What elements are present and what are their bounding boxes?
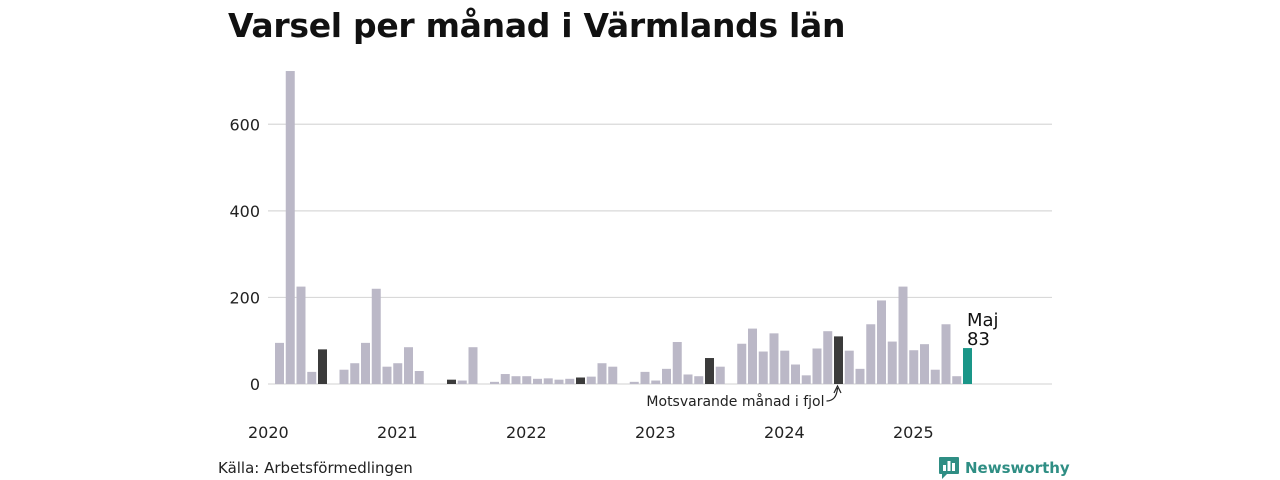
bar [801,375,811,384]
bar [941,324,951,384]
bar [533,378,542,384]
bar [952,376,962,384]
x-tick-label: 2020 [248,423,289,442]
bar [554,379,564,384]
bar [361,342,370,384]
bar-same-month [576,377,585,384]
bar [791,364,800,384]
bar [812,348,822,384]
bar [393,363,403,384]
bar [877,300,886,384]
chart-title: Varsel per månad i Värmlands län [228,6,846,45]
bar [468,347,478,384]
current-month-value: 83 [967,329,990,350]
bar-same-month [447,379,456,384]
bar [715,366,725,384]
bar [414,371,424,384]
bar [543,378,553,384]
bar-chart-speech-bubble-icon [939,457,959,479]
bar [920,344,929,384]
bar [844,350,854,384]
current-month-label: Maj [967,310,999,331]
x-tick-label: 2023 [635,423,676,442]
bar [382,366,392,384]
bar [640,371,650,384]
bar [909,350,919,384]
bar [887,341,897,384]
bar [866,324,876,384]
y-tick-label: 600 [229,115,260,134]
gridlines [268,123,1052,385]
bar [296,286,306,384]
y-tick-label: 0 [250,375,260,394]
bar [350,363,360,384]
bar [683,374,693,384]
bar [565,378,575,384]
y-tick-labels: 0 200 400 600 [229,115,260,394]
bar [285,71,295,384]
bar [823,331,833,384]
x-tick-labels: 2020 2021 2022 2023 2024 2025 [248,423,934,442]
x-tick-label: 2021 [377,423,418,442]
bar [522,376,532,384]
bar [511,376,521,384]
bar [737,343,747,384]
bar [629,381,639,384]
brand-logo: Newsworthy [938,456,1070,480]
annotation-arrowhead [833,384,842,394]
bar [651,380,661,384]
x-tick-label: 2024 [764,423,805,442]
bar [748,328,757,384]
bar [339,369,349,384]
bar [855,368,865,384]
annotation-label: Motsvarande månad i fjol [646,393,824,410]
bar-same-month [705,358,714,384]
bars [275,71,972,384]
bar [490,381,499,384]
bar [662,368,671,384]
bar [500,374,510,384]
bar [780,350,790,384]
bar [672,342,682,384]
x-tick-label: 2025 [893,423,934,442]
bar [608,366,618,384]
bar [275,342,284,384]
bar [307,371,317,384]
bar [769,333,779,384]
bar [597,363,607,384]
y-tick-label: 200 [229,288,260,307]
bar [371,288,381,384]
brand-name: Newsworthy [965,459,1070,477]
bar [694,376,704,384]
bar-same-month [834,336,843,384]
bar-current-month [963,348,972,384]
bar [930,369,940,384]
x-tick-label: 2022 [506,423,547,442]
bar [758,351,768,384]
bar [404,347,413,384]
y-tick-label: 400 [229,202,260,221]
bar [586,376,596,384]
bar-same-month [318,349,327,384]
bar [457,380,467,384]
annotation-arrow-line [826,387,839,402]
bar [898,286,908,384]
source-note: Källa: Arbetsförmedlingen [218,459,413,477]
